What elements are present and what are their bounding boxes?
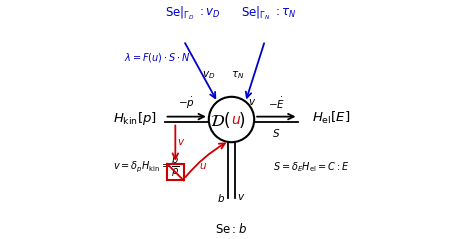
Text: $: v_D$: $: v_D$ (197, 7, 220, 20)
Text: $v$: $v$ (237, 192, 245, 202)
Text: $\lambda = F(u) \cdot S \cdot N$: $\lambda = F(u) \cdot S \cdot N$ (124, 51, 190, 64)
Text: $: \tau_N$: $: \tau_N$ (273, 7, 297, 20)
Text: $\mathcal{D}($: $\mathcal{D}($ (210, 109, 230, 130)
Text: $-\dot{p}$: $-\dot{p}$ (178, 95, 195, 111)
Text: $-\dot{E}$: $-\dot{E}$ (268, 95, 285, 111)
Text: $v$: $v$ (177, 137, 186, 147)
Text: $S = \delta_E H_{\rm el} = C : E$: $S = \delta_E H_{\rm el} = C : E$ (273, 160, 350, 174)
Text: $u$: $u$ (231, 113, 241, 126)
Circle shape (209, 97, 254, 142)
Text: $H_{\rm el}[E]$: $H_{\rm el}[E]$ (312, 110, 350, 126)
Text: $\tau_N$: $\tau_N$ (231, 69, 244, 81)
Text: $b$: $b$ (217, 192, 225, 204)
Bar (167, 164, 184, 180)
Text: $v$: $v$ (248, 97, 256, 107)
Text: $H_{\rm kin}[p]$: $H_{\rm kin}[p]$ (113, 110, 157, 127)
Text: $\mathrm{Se} : b$: $\mathrm{Se} : b$ (215, 223, 248, 236)
Text: $\mathrm{Se}|_{\Gamma_N}$: $\mathrm{Se}|_{\Gamma_N}$ (241, 4, 271, 22)
Text: $u$: $u$ (199, 161, 207, 171)
Text: $\mathrm{Se}|_{\Gamma_D}$: $\mathrm{Se}|_{\Gamma_D}$ (164, 4, 194, 22)
Text: $)$: $)$ (238, 109, 245, 130)
Text: $v_D$: $v_D$ (201, 69, 215, 81)
Text: $v = \delta_p H_{\rm kin} = \dfrac{p}{\rho}$: $v = \delta_p H_{\rm kin} = \dfrac{p}{\r… (113, 156, 180, 179)
Text: $S$: $S$ (272, 127, 281, 139)
